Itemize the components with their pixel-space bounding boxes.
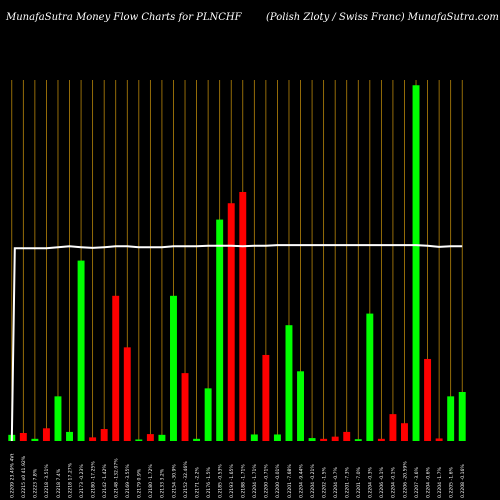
- tick-label-11: 0.2169 -3.55%: [125, 464, 131, 498]
- bar-11: [123, 347, 131, 441]
- price-line-group: [10, 244, 463, 442]
- tick-label-23: 0.2200 -0.71%: [264, 464, 270, 498]
- tick-label-38: 0.2204 -1.7%: [437, 467, 443, 498]
- bar-25: [285, 325, 293, 441]
- bar-19: [216, 219, 224, 441]
- tick-label-21: 0.2188 -1.71%: [241, 464, 247, 498]
- tick-label-2: 0.2215 x0 41.92%: [21, 455, 27, 498]
- bar-2: [19, 433, 27, 441]
- tick-label-9: 0.2142 -1.42%: [102, 464, 108, 498]
- tick-label-18: 0.2176 -1.5%: [206, 467, 212, 498]
- bar-9: [100, 429, 108, 441]
- tick-label-6: 0.2218 17.27%: [67, 462, 73, 498]
- tick-label-40: 0.2208 -0.16%: [460, 464, 466, 498]
- bar-27: [308, 438, 316, 441]
- tick-label-19: 0.2185 -0.53%: [217, 464, 223, 498]
- bar-35: [401, 423, 408, 441]
- tick-labels: 0.2209 23.49% 4Vt 0.2215 x0 41.92% 0.2223 …: [10, 453, 466, 498]
- bar-39: [447, 396, 455, 441]
- bar-3: [31, 438, 39, 441]
- bar-10: [112, 295, 120, 441]
- bar-31: [354, 439, 362, 441]
- chart-title-left: MunafaSutra Money Flow Charts for PLNCHF: [6, 12, 242, 23]
- bar-14: [158, 434, 166, 441]
- bar-26: [297, 371, 304, 441]
- tick-label-28: 0.2202 -1.5%: [321, 467, 327, 498]
- tick-label-37: 0.2204 -0.6%: [425, 467, 431, 498]
- bar-36: [412, 85, 420, 441]
- bar-30: [343, 431, 351, 441]
- bar-23: [262, 354, 270, 441]
- tick-label-25: 0.2201 -7.68%: [287, 464, 293, 498]
- bar-29: [331, 436, 339, 441]
- tick-label-27: 0.2204 -0.21%: [310, 464, 316, 498]
- tick-label-34: 0.2204 -0.1%: [391, 467, 397, 498]
- tick-label-7: 0.2173 -0.23%: [79, 464, 85, 498]
- tick-label-8: 0.2180 -17.25%: [90, 461, 96, 498]
- bar-32: [366, 313, 374, 441]
- bars: [8, 85, 466, 441]
- bar-33: [377, 438, 385, 441]
- grid-lines: [11, 80, 463, 441]
- bar-28: [320, 438, 328, 441]
- tick-label-13: 0.2180 -1.72%: [148, 464, 154, 498]
- tick-label-35: 0.2206 -20.59%: [402, 461, 408, 498]
- tick-label-20: 0.2193 -1.65%: [229, 464, 235, 498]
- tick-label-16: 0.2152 -32.46%: [183, 461, 189, 498]
- bar-15: [170, 295, 177, 441]
- bar-40: [458, 391, 466, 441]
- bar-18: [204, 388, 212, 441]
- tick-label-22: 0.2204 -1.71%: [252, 464, 258, 498]
- bar-4: [42, 428, 50, 441]
- tick-label-29: 0.2204 -0.7%: [333, 467, 339, 498]
- bar-38: [435, 438, 443, 441]
- bar-21: [239, 191, 247, 441]
- price-line: [10, 244, 463, 442]
- tick-label-12: 0.2179 0.9%: [137, 468, 143, 498]
- tick-label-33: 0.2206 -0.1%: [379, 467, 385, 498]
- tick-label-36: 0.2207 -3.6%: [414, 467, 420, 498]
- bar-37: [424, 358, 432, 441]
- tick-label-15: 0.2154 -30.9%: [171, 464, 177, 498]
- tick-label-24: 0.2200 -0.01%: [275, 464, 281, 498]
- tick-label-26: 0.2204 -9.44%: [298, 464, 304, 498]
- tick-label-1: 0.2209 23.49% 4Vt: [10, 453, 16, 498]
- bar-12: [135, 439, 143, 441]
- tick-label-10: 0.2148 -132.07%: [114, 458, 120, 498]
- bar-5: [54, 396, 62, 441]
- bar-20: [227, 203, 235, 441]
- bar-8: [89, 437, 97, 441]
- tick-label-30: 0.2201 -7.3%: [345, 467, 351, 498]
- bar-13: [146, 434, 154, 441]
- tick-label-14: 0.2133 3.2%: [160, 468, 166, 498]
- bar-34: [389, 414, 397, 441]
- tick-label-31: 0.2201 -7.0%: [356, 467, 362, 498]
- bar-22: [250, 434, 258, 441]
- bar-7: [77, 260, 85, 441]
- chart-title-right: (Polish Zloty / Swiss Franc) MunafaSutra…: [266, 12, 499, 23]
- bar-16: [181, 373, 189, 441]
- bar-6: [66, 431, 73, 441]
- tick-label-4: 0.2218 -3.51%: [44, 464, 50, 498]
- bar-24: [273, 434, 281, 441]
- bar-17: [193, 438, 201, 441]
- tick-label-32: 0.2204 -0.3%: [368, 467, 374, 498]
- tick-label-5: 0.2218 7.4%: [56, 468, 62, 498]
- tick-label-17: 0.2171 -2.2%: [194, 467, 200, 498]
- tick-label-39: 0.2205 -1.6%: [448, 467, 454, 498]
- tick-label-3: 0.2223 7.8%: [33, 468, 39, 498]
